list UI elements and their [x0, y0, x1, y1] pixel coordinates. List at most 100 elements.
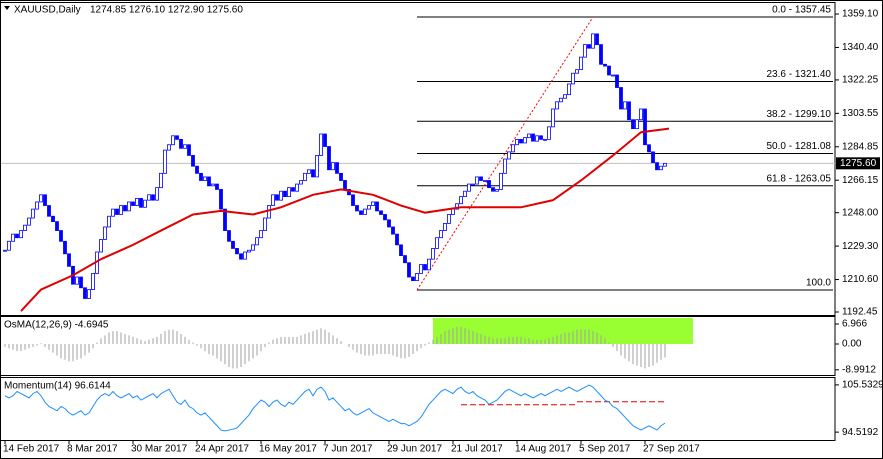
candle — [99, 239, 103, 253]
candle — [363, 208, 367, 215]
candle — [191, 155, 195, 167]
candle — [443, 223, 447, 231]
candle — [59, 230, 63, 242]
candle — [395, 233, 399, 246]
candle — [663, 162, 667, 167]
y-tick-label: -8.9912 — [842, 364, 876, 375]
candle — [319, 133, 323, 156]
candle — [471, 183, 475, 186]
candle — [19, 230, 23, 239]
candle — [123, 205, 127, 212]
candle — [143, 199, 147, 208]
x-tick-label: 21 Jul 2017 — [451, 444, 503, 455]
last-price-label: 1275.60 — [840, 158, 877, 169]
candle — [331, 162, 335, 171]
candle — [211, 183, 215, 187]
candle — [623, 101, 627, 110]
candle — [131, 201, 135, 206]
candle — [571, 72, 575, 85]
candle — [287, 187, 291, 197]
candle — [411, 276, 415, 282]
candle — [243, 251, 247, 260]
candle — [651, 151, 655, 164]
candle — [39, 194, 43, 203]
candle — [559, 97, 563, 103]
candle — [175, 135, 179, 140]
candle — [47, 205, 51, 217]
candle — [527, 133, 531, 138]
candle — [163, 149, 167, 174]
candle — [51, 215, 55, 223]
candle — [307, 169, 311, 174]
candle — [583, 44, 587, 58]
x-tick-label: 7 Jun 2017 — [323, 444, 373, 455]
candle — [67, 253, 71, 267]
candle — [259, 230, 263, 239]
candle — [27, 217, 31, 226]
candle — [599, 44, 603, 65]
candle — [195, 165, 199, 174]
candle — [543, 138, 547, 141]
y-tick-label: 1192.45 — [842, 307, 878, 318]
candle — [203, 176, 207, 181]
x-tick-label: 24 Apr 2017 — [195, 444, 249, 455]
moving-average — [20, 127, 670, 312]
candle — [187, 144, 191, 156]
candle — [419, 264, 423, 274]
candle — [563, 94, 567, 99]
candle — [463, 190, 467, 197]
candle — [595, 33, 599, 46]
candle — [91, 273, 95, 290]
y-tick-label: 1340.40 — [842, 42, 879, 53]
candle — [591, 33, 595, 49]
fib-label: 50.0 - 1281.08 — [767, 141, 832, 152]
candle — [547, 126, 551, 140]
candle — [423, 264, 427, 271]
candle — [103, 226, 107, 240]
candle — [199, 172, 203, 181]
candle — [635, 119, 639, 130]
candle — [43, 194, 47, 206]
candle — [503, 158, 507, 174]
candle — [171, 135, 175, 146]
candle — [639, 108, 643, 121]
candle — [511, 144, 515, 153]
candle — [567, 83, 571, 96]
candle — [15, 233, 19, 239]
candle — [515, 138, 519, 146]
candle — [215, 183, 219, 190]
candle — [615, 74, 619, 88]
candle — [227, 230, 231, 242]
candle — [459, 196, 463, 205]
candle — [167, 144, 171, 151]
x-tick-label: 16 May 2017 — [259, 444, 317, 455]
candle — [55, 221, 59, 231]
candle — [351, 194, 355, 206]
candle — [607, 65, 611, 76]
collapse-icon — [4, 6, 10, 10]
candle — [139, 197, 143, 208]
candle — [155, 187, 159, 201]
candle — [275, 194, 279, 201]
y-tick-label: 1284.85 — [842, 141, 879, 152]
candle — [587, 44, 591, 49]
y-tick-label: 1266.15 — [842, 175, 879, 186]
candle — [159, 172, 163, 189]
fib-label: 100.0 — [806, 278, 831, 289]
candle — [279, 190, 283, 201]
candle — [403, 255, 407, 264]
candle — [495, 189, 499, 192]
x-tick-label: 14 Aug 2017 — [515, 444, 572, 455]
candle — [387, 219, 391, 228]
momentum-line — [4, 384, 666, 432]
candle — [371, 201, 375, 206]
candle — [407, 262, 411, 278]
candle — [183, 144, 187, 149]
candle — [415, 273, 419, 282]
candle — [11, 233, 15, 242]
candle — [31, 208, 35, 219]
price-panel — [0, 2, 836, 316]
candle — [119, 205, 123, 215]
candle — [231, 240, 235, 249]
indicator-label: Momentum(14) 96.6144 — [4, 381, 111, 392]
